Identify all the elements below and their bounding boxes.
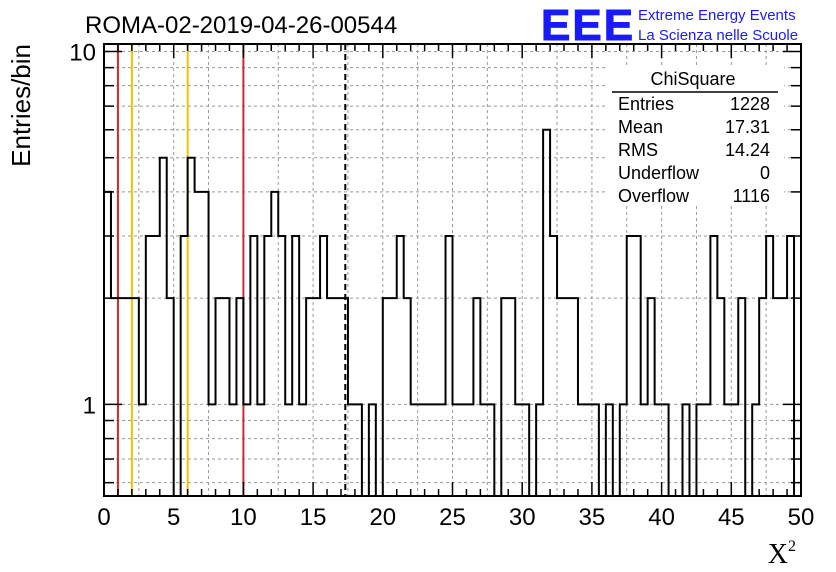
stats-value: 14.24 — [725, 140, 770, 160]
x-tick-label: 20 — [369, 504, 396, 531]
stats-label: Underflow — [618, 163, 700, 183]
x-tick-label: 30 — [509, 504, 536, 531]
x-tick-label: 15 — [300, 504, 327, 531]
stats-label: Mean — [618, 117, 663, 137]
x-tick-label: 10 — [230, 504, 257, 531]
x-tick-label: 50 — [788, 504, 815, 531]
logo-mark: EEE — [541, 1, 635, 50]
x-tick-label: 45 — [718, 504, 745, 531]
stats-title: ChiSquare — [650, 69, 735, 89]
histogram-series — [104, 128, 801, 497]
x-tick-label: 5 — [167, 504, 180, 531]
stats-value: 0 — [760, 163, 770, 183]
stats-label: RMS — [618, 140, 658, 160]
eee-logo: EEE Extreme Energy Events La Scienza nel… — [541, 1, 799, 51]
y-axis-label: Entries/bin — [6, 44, 36, 167]
logo-line-2: La Scienza nelle Scuole — [638, 27, 798, 44]
axis-ticks — [103, 44, 802, 496]
stats-value: 17.31 — [725, 117, 770, 137]
y-tick-label: 1 — [83, 392, 96, 419]
chart-title: ROMA-02-2019-04-26-00544 — [85, 12, 397, 39]
x-axis-label-main: X — [768, 539, 788, 570]
y-tick-label: 10 — [69, 39, 96, 66]
reference-lines — [116, 44, 347, 496]
stats-value: 1228 — [730, 94, 770, 114]
tick-labels: 0 5 10 15 20 25 30 35 40 45 50 1 10 — [69, 39, 814, 531]
x-tick-label: 0 — [97, 504, 110, 531]
stats-label: Entries — [618, 94, 674, 114]
stats-rows: Entries 1228 Mean 17.31 RMS 14.24 Underflow 0 Ov… — [618, 94, 770, 206]
stats-label: Overflow — [618, 186, 690, 206]
x-axis-label-sup: 2 — [788, 538, 796, 555]
stats-box-bg — [606, 66, 784, 206]
x-axis-label: X2 — [768, 538, 796, 570]
stats-box: ChiSquare Entries 1228 Mean 17.31 RMS 14.24 Un… — [606, 66, 784, 206]
x-tick-label: 25 — [439, 504, 466, 531]
stats-value: 1116 — [733, 186, 770, 206]
logo-line-1: Extreme Energy Events — [638, 7, 796, 24]
x-tick-label: 35 — [579, 504, 606, 531]
x-tick-label: 40 — [648, 504, 675, 531]
